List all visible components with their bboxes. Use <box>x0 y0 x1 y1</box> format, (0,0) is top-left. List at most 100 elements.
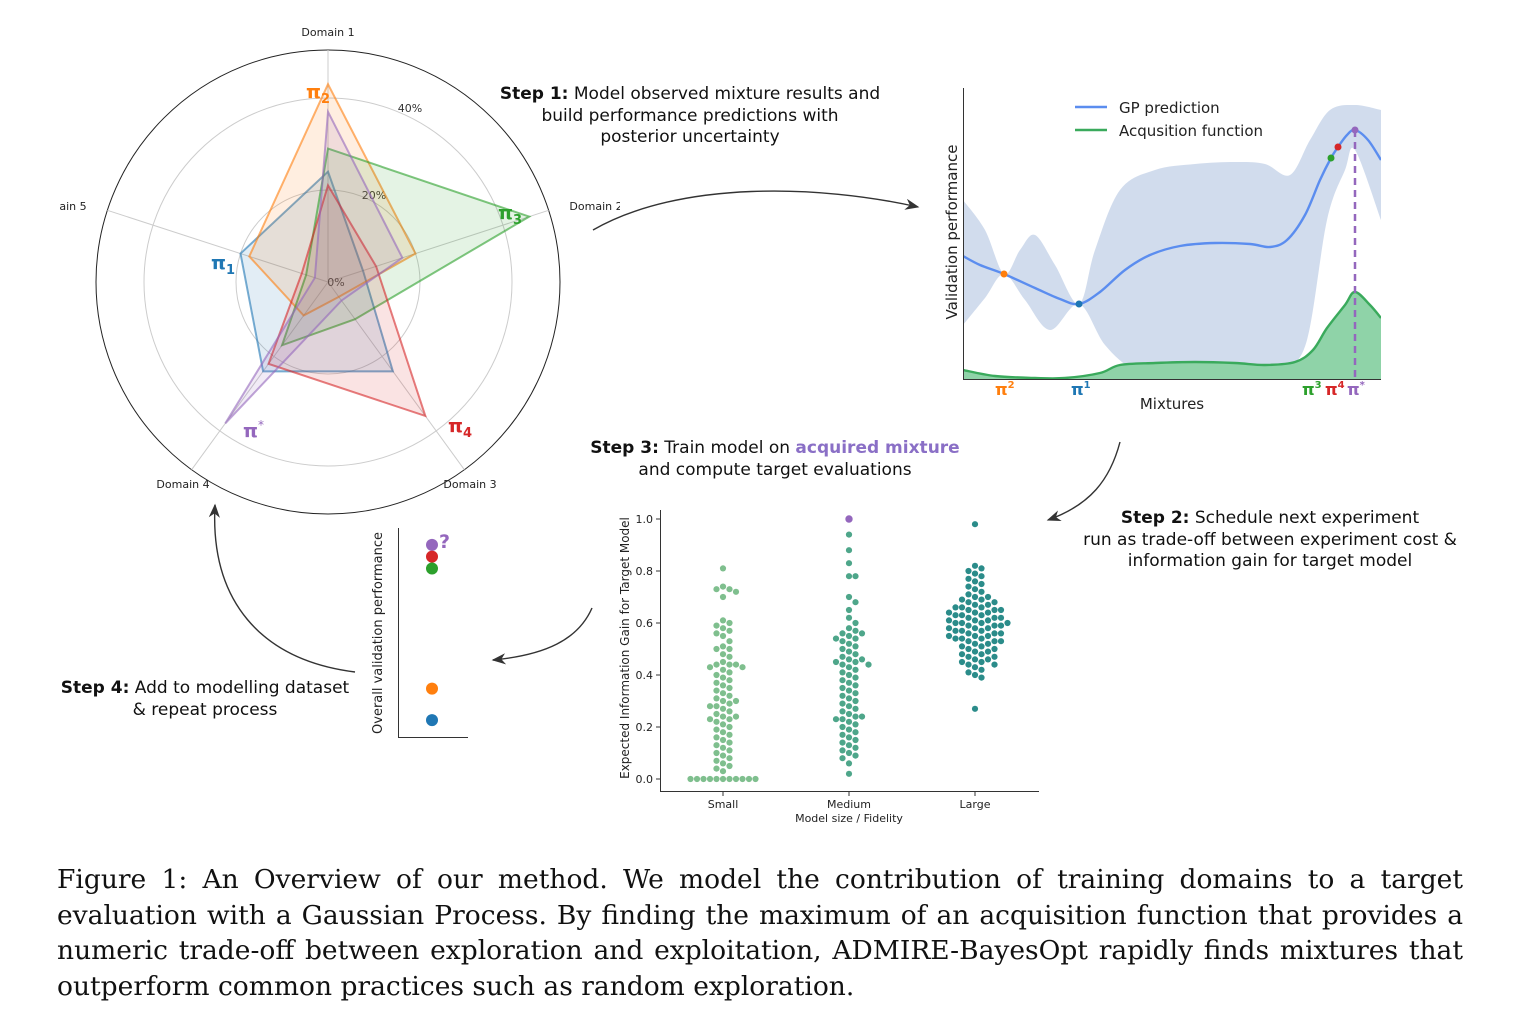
swarm-point <box>713 645 720 653</box>
swarm-point <box>958 635 966 642</box>
step4-line1: Add to modelling dataset <box>129 678 350 698</box>
swarm-point <box>965 599 972 606</box>
swarm-point <box>726 762 733 770</box>
swarm-point <box>978 643 985 650</box>
step2-description: Step 2: Schedule next experiment run as … <box>1065 508 1475 573</box>
step2-label: Step 2: <box>1120 508 1190 528</box>
swarm-xtick-label: Small <box>708 798 739 811</box>
swarm-point <box>726 586 733 593</box>
swarm-point <box>719 760 727 767</box>
observation-pi4 <box>1334 143 1342 151</box>
swarm-xtick-label: Medium <box>827 798 871 811</box>
swarm-point <box>952 619 959 627</box>
swarm-point <box>984 648 992 655</box>
swarm-point <box>839 731 846 738</box>
swarm-point <box>726 692 733 699</box>
swarm-point <box>965 591 972 598</box>
radar-policy-label: π1 <box>211 252 235 278</box>
swarm-point <box>839 739 846 746</box>
swarm-point <box>713 749 720 757</box>
swarm-point <box>852 635 859 642</box>
swarm-point <box>713 622 720 629</box>
swarm-point <box>845 573 853 580</box>
swarm-point <box>978 658 985 666</box>
swarm-point <box>852 690 859 697</box>
swarm-point <box>952 604 959 611</box>
swarm-point <box>719 682 727 689</box>
step1-line3: posterior uncertainty <box>600 127 780 147</box>
swarm-point <box>971 671 979 679</box>
swarm-point <box>991 622 998 629</box>
swarm-point <box>726 700 733 707</box>
swarm-point <box>991 630 998 637</box>
swarm-point <box>726 739 733 746</box>
swarm-point <box>726 661 733 668</box>
swarm-point <box>732 588 740 595</box>
swarm-point <box>852 666 859 673</box>
swarm-point <box>719 736 727 744</box>
swarm-point <box>845 742 853 749</box>
swarm-point <box>839 645 846 653</box>
step1-line2: build performance predictions with <box>541 105 839 126</box>
swarm-point <box>839 661 846 668</box>
swarm-point <box>713 703 720 710</box>
swarm-point <box>852 599 859 606</box>
overall-point <box>426 682 438 695</box>
gp-plot: Validation performance Mixtures GP predi… <box>943 88 1381 413</box>
swarm-point <box>726 653 733 660</box>
overall-question-mark: ? <box>439 531 450 553</box>
swarm-point <box>726 775 733 783</box>
overall-point <box>426 562 438 575</box>
swarm-point <box>845 560 853 567</box>
step3-line1: Train model on <box>658 438 796 458</box>
swarm-point <box>726 708 733 715</box>
swarm-point <box>852 627 859 634</box>
arrow-step4 <box>208 503 356 673</box>
swarm-point <box>852 573 859 580</box>
swarm-point <box>852 752 859 759</box>
swarm-point <box>845 734 853 741</box>
swarm-point <box>991 661 998 668</box>
overall-point <box>426 550 438 563</box>
swarm-point <box>839 716 846 723</box>
swarm-point <box>958 651 966 658</box>
swarm-point <box>965 630 972 637</box>
radar-policy-label: π* <box>243 418 264 442</box>
swarm-point <box>971 562 979 569</box>
swarm-point <box>719 768 727 775</box>
radar-chart: Domain 1 Domain 2 Domain 3 Domain 4 Domain 5… <box>60 26 620 515</box>
step1-line1: Model observed mixture results and <box>568 84 881 104</box>
arrow-step3 <box>491 607 593 665</box>
radar-axis-label: Domain 2 <box>569 200 620 213</box>
swarm-ylabel: Expected Information Gain for Target Mod… <box>618 517 632 779</box>
swarm-highlight-point <box>845 515 853 523</box>
swarm-point <box>726 731 733 738</box>
swarm-point <box>719 658 727 666</box>
swarm-point <box>852 643 859 650</box>
step2-line2: run as trade-off between experiment cost… <box>1083 529 1457 550</box>
swarm-ytick-label: 0.4 <box>636 669 654 682</box>
swarm-point <box>978 596 985 603</box>
swarm-point <box>845 710 853 718</box>
swarm-point <box>719 666 727 673</box>
swarm-point <box>839 692 846 699</box>
swarm-point <box>706 664 714 671</box>
swarm-point <box>713 742 720 749</box>
xmarker-pi3: π3 <box>1302 380 1322 399</box>
swarm-point <box>965 653 972 660</box>
swarm-point <box>706 716 714 723</box>
swarm-point <box>978 565 985 572</box>
overall-ylabel: Overall validation performance <box>371 532 386 734</box>
swarm-point <box>852 651 859 658</box>
swarm-point <box>945 617 953 624</box>
radar-polygon <box>267 182 427 418</box>
swarm-point <box>839 755 846 762</box>
swarm-point <box>971 601 979 608</box>
step2-line1: Schedule next experiment <box>1189 508 1420 528</box>
xmarker-pi1: π1 <box>1071 380 1091 399</box>
swarm-point <box>971 586 979 593</box>
swarm-point <box>958 627 966 634</box>
swarm-point <box>965 583 972 590</box>
radar-axis-label: Domain 1 <box>301 26 354 39</box>
swarm-point <box>984 601 992 608</box>
